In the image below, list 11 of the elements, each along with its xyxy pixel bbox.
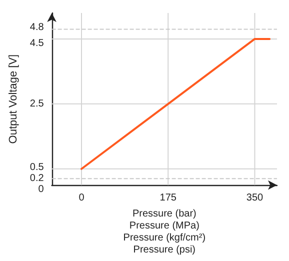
y-tick-label: 0.2 xyxy=(30,173,44,184)
y-tick-label: 0.5 xyxy=(30,162,44,173)
y-tick-label: 2.5 xyxy=(30,98,44,110)
x-tick-label: 350 xyxy=(246,192,264,204)
y-tick-label: 4.8 xyxy=(30,22,44,34)
x-axis-title: Pressure (bar) Pressure (MPa) Pressure (kgf/cm²) Pressure (psi) xyxy=(123,208,206,256)
y-tick-label: 4.5 xyxy=(30,38,44,49)
x-tick-label: 175 xyxy=(160,192,177,204)
x-tick-label: 0 xyxy=(78,192,85,204)
y-axis-title: Output Voltage [V] xyxy=(8,54,20,144)
y-tick-label: 0 xyxy=(38,184,44,196)
